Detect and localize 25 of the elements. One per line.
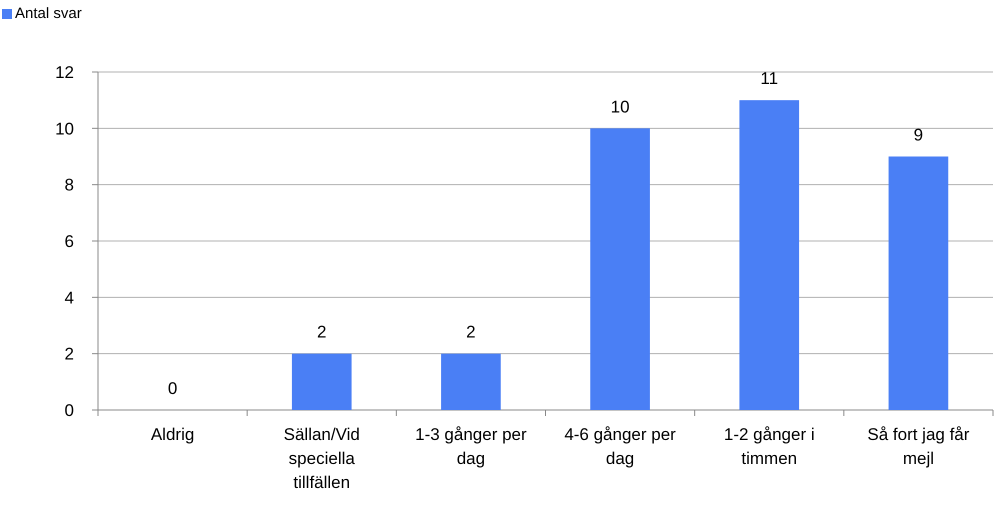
y-tick-label: 2 xyxy=(64,344,74,364)
data-label: 2 xyxy=(466,322,476,342)
bar xyxy=(292,354,352,410)
bar xyxy=(888,156,948,410)
y-tick-label: 4 xyxy=(64,288,74,308)
data-label: 10 xyxy=(610,97,630,116)
bar xyxy=(739,100,800,410)
y-tick-label: 10 xyxy=(55,119,74,138)
y-tick-label: 8 xyxy=(64,176,74,195)
bar xyxy=(441,354,501,410)
x-tick-label: Sällan/Vid speciella tillfällen xyxy=(284,425,360,492)
x-tick-label: Så fort jag får mejl xyxy=(867,425,970,468)
x-tick-label: 1-3 gånger per dag xyxy=(415,425,528,468)
y-tick-label: 12 xyxy=(55,62,74,82)
data-label: 2 xyxy=(317,322,326,342)
data-label: 11 xyxy=(760,69,778,88)
x-tick-label: Aldrig xyxy=(150,425,194,444)
x-tick-label: 4-6 gånger per dag xyxy=(564,425,676,468)
legend-label: Antal svar xyxy=(15,5,82,22)
x-tick-label: 1-2 gånger i timmen xyxy=(724,425,815,468)
y-tick-label: 6 xyxy=(64,232,74,251)
data-label: 9 xyxy=(914,126,924,144)
data-label: 0 xyxy=(168,379,178,398)
bar xyxy=(590,128,650,410)
y-tick-label: 0 xyxy=(64,400,74,420)
